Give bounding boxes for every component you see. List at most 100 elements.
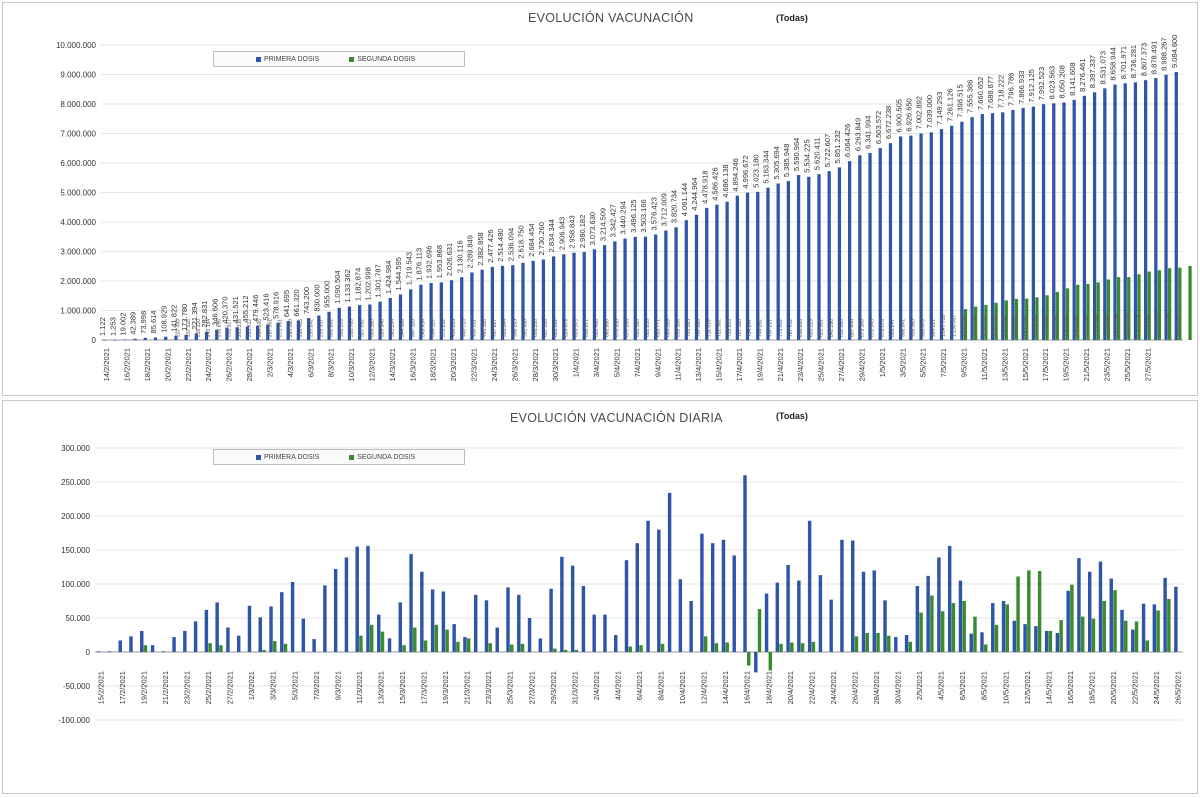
- bar-primera: [255, 325, 260, 340]
- bar-primera: [538, 638, 543, 652]
- bar-primera: [592, 249, 597, 340]
- data-label-segunda: 237.483: [176, 319, 182, 337]
- y-tick-label: 200.000: [61, 512, 90, 521]
- x-tick-label: 7/3/2021: [312, 671, 321, 700]
- data-label-segunda: 318.760: [349, 319, 355, 337]
- x-tick-label: 3/4/2021: [592, 348, 601, 377]
- x-tick-label: 12/5/2021: [1023, 671, 1032, 704]
- legend-swatch-segunda: [349, 56, 355, 62]
- bar-segunda: [876, 632, 880, 652]
- data-label-segunda: 885.247: [890, 319, 896, 337]
- bar-primera: [306, 318, 311, 340]
- x-tick-label: 16/4/2021: [743, 671, 752, 704]
- data-label-primera: 73.998: [139, 311, 148, 334]
- data-label-segunda: 237.516: [186, 319, 192, 337]
- x-tick-label: 3/5/2021: [898, 348, 907, 377]
- bar-segunda: [520, 643, 525, 652]
- x-tick-label: 12/3/2021: [368, 348, 377, 381]
- bar-primera: [818, 575, 823, 652]
- bar-segunda: [1167, 268, 1172, 340]
- data-label-primera: 7.660.652: [976, 77, 985, 110]
- data-label-segunda: 728.933: [727, 319, 733, 337]
- bar-primera: [756, 191, 760, 340]
- data-label-primera: 523.416: [261, 293, 270, 320]
- bar-primera: [398, 602, 403, 652]
- x-tick-label: 12/4/2021: [700, 671, 709, 704]
- data-label-segunda: 243.184: [206, 319, 212, 337]
- bar-primera: [919, 133, 923, 340]
- data-label-segunda: 2.365.579: [1135, 315, 1141, 337]
- data-label-segunda: 347.120: [410, 319, 416, 337]
- bar-primera: [1174, 72, 1178, 340]
- data-label-primera: 7.398.515: [956, 84, 965, 117]
- data-label-primera: 7.555.386: [966, 80, 975, 113]
- bar-primera: [674, 227, 678, 340]
- data-label-primera: 5.534.225: [802, 139, 811, 172]
- bar-segunda: [984, 644, 988, 652]
- bar-primera: [1034, 626, 1038, 652]
- bar-primera: [290, 581, 295, 652]
- x-tick-label: 26/5/2021: [1174, 671, 1183, 704]
- x-tick-label: 15/4/2021: [715, 348, 724, 381]
- x-tick-label: 25/5/2021: [1123, 348, 1132, 381]
- x-tick-label: 13/5/2021: [1000, 348, 1009, 381]
- bar-segunda: [1005, 604, 1010, 652]
- data-label-segunda: 607.390: [543, 319, 549, 337]
- data-label-primera: 3.440.294: [619, 201, 628, 234]
- x-tick-label: 27/2/2021: [226, 671, 235, 704]
- data-label-primera: 6.064.426: [843, 124, 852, 157]
- bar-primera: [990, 113, 995, 340]
- bar-primera: [570, 565, 575, 652]
- chart-filter-label: (Todas): [776, 13, 808, 23]
- bar-primera: [549, 588, 553, 652]
- x-tick-label: 17/2/2021: [118, 671, 127, 704]
- bar-segunda: [273, 641, 277, 652]
- x-tick-label: 9/5/2021: [960, 348, 969, 377]
- bar-primera: [939, 129, 944, 340]
- x-tick-label: 17/4/2021: [735, 348, 744, 381]
- y-tick-label: 10.000.000: [56, 41, 97, 50]
- data-label-segunda: 1.047.718: [941, 315, 947, 337]
- x-tick-label: 6/5/2021: [958, 671, 967, 700]
- data-label-segunda: 2.511.209: [1166, 315, 1172, 337]
- data-label-primera: 7.866.933: [1017, 71, 1026, 104]
- bar-segunda: [283, 643, 288, 652]
- data-label-primera: 3.342.427: [608, 204, 617, 237]
- y-tick-label: 0: [86, 648, 91, 657]
- bar-primera: [678, 579, 683, 652]
- bar-segunda: [714, 643, 719, 652]
- x-tick-label: 27/4/2021: [837, 348, 846, 381]
- data-label-segunda: 591.438: [523, 319, 529, 337]
- bar-primera: [387, 638, 392, 652]
- data-label-segunda: 692.186: [676, 319, 682, 337]
- bar-primera: [430, 589, 435, 652]
- x-tick-label: 19/2/2021: [139, 671, 148, 704]
- data-label-primera: 6.926.650: [905, 98, 914, 131]
- data-label-segunda: 2.132.848: [1104, 315, 1110, 337]
- bar-primera: [301, 618, 306, 652]
- data-label-primera: 1.090.504: [333, 270, 342, 303]
- bar-segunda: [1091, 618, 1096, 652]
- data-label-segunda: 757.317: [768, 319, 774, 337]
- x-tick-label: 9/3/2021: [333, 671, 342, 700]
- bar-primera: [193, 621, 198, 652]
- bar-primera: [958, 580, 963, 652]
- data-label-primera: 743.200: [302, 287, 311, 314]
- bar-primera: [1131, 629, 1135, 652]
- bar-primera: [333, 569, 338, 652]
- bar-primera: [899, 136, 903, 340]
- bar-segunda: [1147, 271, 1151, 340]
- data-label-segunda: 556.205: [512, 319, 518, 337]
- x-tick-label: 17/5/2021: [1041, 348, 1050, 381]
- y-tick-label: 3.000.000: [60, 248, 96, 257]
- data-label-primera: 1.932.696: [425, 246, 434, 279]
- cumulative-bar-chart: 0 1.000.000 2.000.000 3.000.000 4.000.000 5.0…: [56, 35, 1200, 381]
- bar-primera: [582, 252, 586, 340]
- data-label-segunda: 707.060: [696, 319, 702, 337]
- bar-primera: [705, 207, 709, 340]
- x-tick-label: 18/2/2021: [143, 348, 152, 381]
- bar-segunda: [1167, 598, 1171, 652]
- data-label-segunda: 605.338: [533, 319, 539, 337]
- bar-primera: [266, 324, 270, 340]
- bar-primera: [715, 204, 719, 340]
